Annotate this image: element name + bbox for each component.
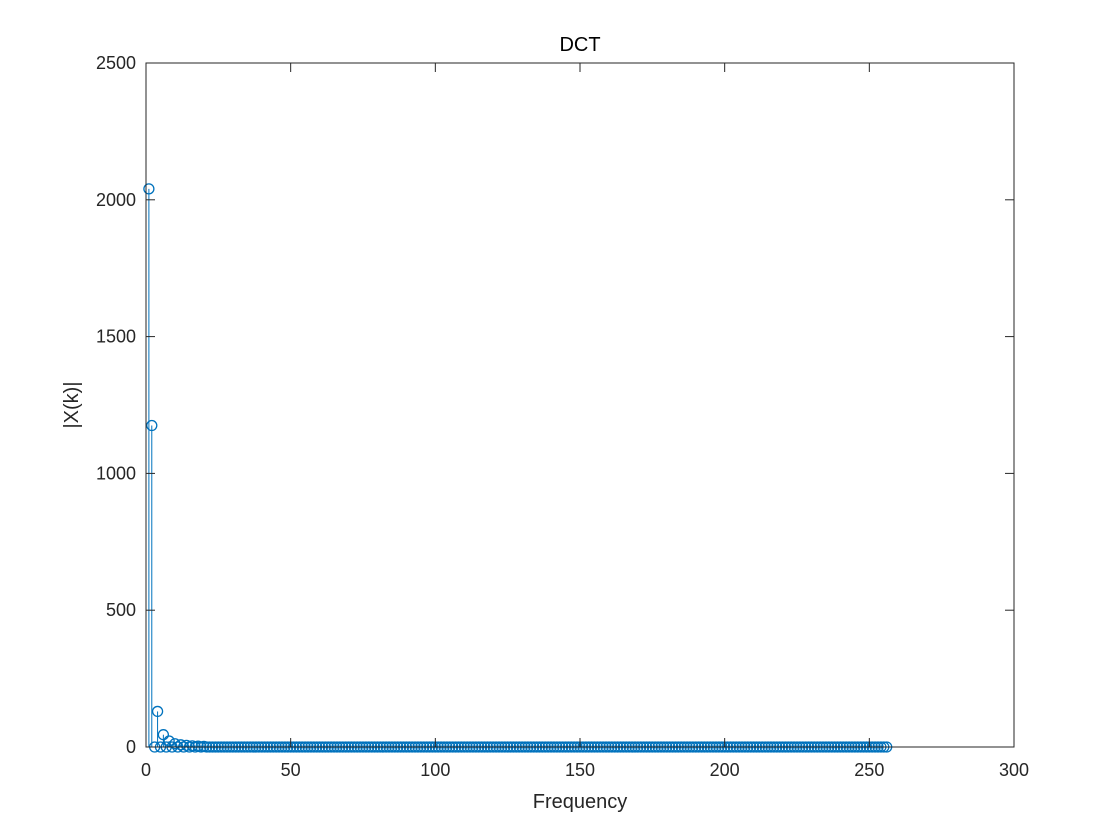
y-axis-ticks: 0 500 1000 1500 2000 2500	[96, 53, 1014, 757]
stem-marker	[146, 419, 158, 432]
y-tick-label: 1500	[96, 327, 136, 347]
y-tick-label: 1000	[96, 463, 136, 483]
plot-area	[146, 63, 1014, 747]
x-tick-label: 150	[565, 760, 595, 780]
stem-marker	[143, 183, 155, 195]
chart-title: DCT	[559, 34, 600, 56]
y-tick-label: 2000	[96, 190, 136, 210]
x-tick-label: 200	[710, 760, 740, 780]
x-axis-ticks: 0 50 100 150 200 250 300	[141, 63, 1029, 780]
x-tick-label: 100	[420, 760, 450, 780]
stem-marker	[157, 729, 170, 741]
x-tick-label: 250	[854, 760, 884, 780]
y-tick-label: 500	[106, 600, 136, 620]
x-tick-label: 50	[281, 760, 301, 780]
y-tick-label: 2500	[96, 53, 136, 73]
x-tick-label: 0	[141, 760, 151, 780]
stem-marker	[151, 705, 164, 718]
stem-marker	[175, 739, 187, 751]
stem-marker	[163, 735, 175, 747]
x-axis-label: Frequency	[533, 791, 628, 813]
y-axis-label: |X(k)|	[61, 381, 83, 428]
x-tick-label: 300	[999, 760, 1029, 780]
y-tick-label: 0	[126, 737, 136, 757]
